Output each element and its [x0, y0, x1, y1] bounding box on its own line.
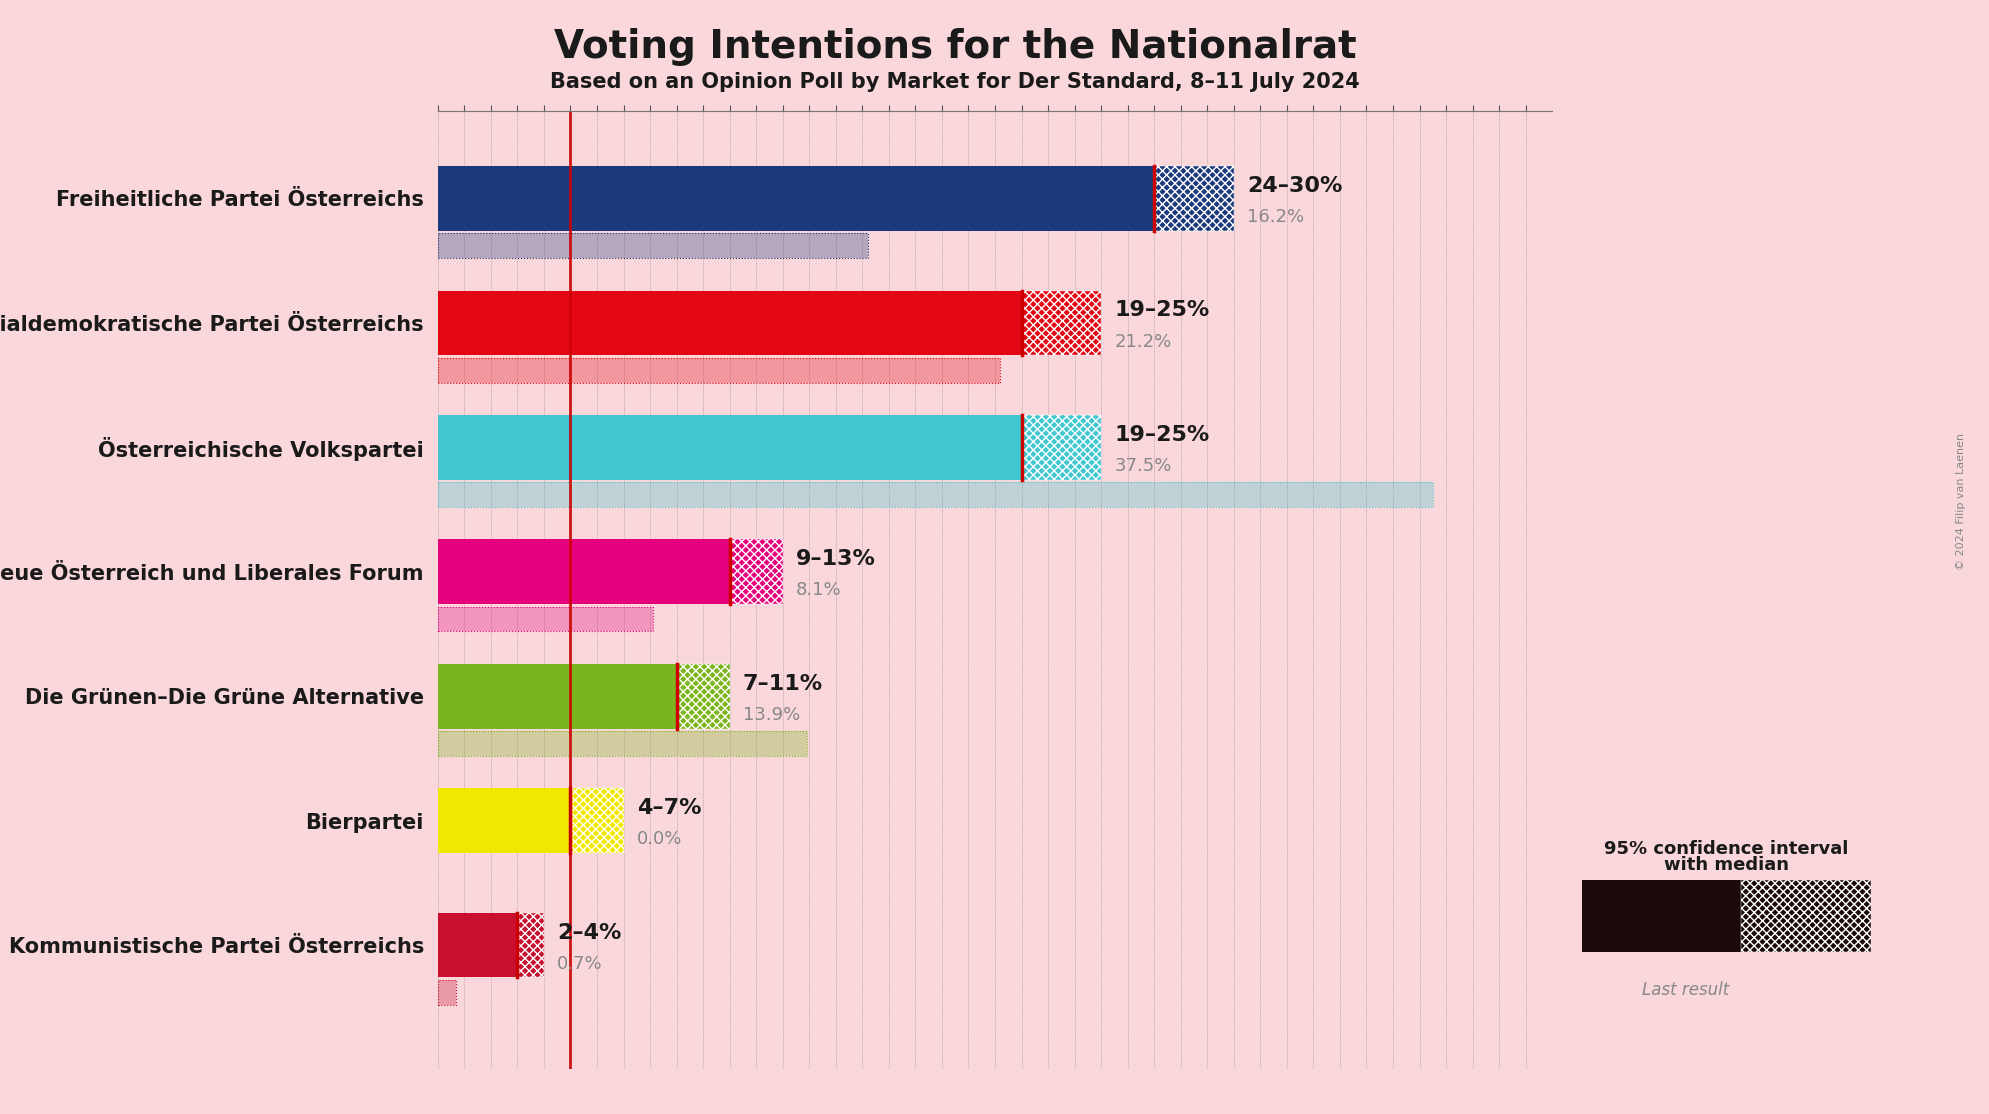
Bar [438, 482, 1432, 507]
Text: Voting Intentions for the Nationalrat: Voting Intentions for the Nationalrat [553, 28, 1356, 66]
Text: with median: with median [1663, 857, 1788, 874]
Bar [438, 482, 1432, 507]
Bar [438, 358, 1000, 382]
Bar [1020, 416, 1100, 480]
Bar [438, 416, 1100, 480]
Bar [438, 731, 806, 756]
Text: 37.5%: 37.5% [1114, 457, 1172, 475]
Text: 16.2%: 16.2% [1247, 208, 1303, 226]
Text: 19–25%: 19–25% [1114, 301, 1209, 321]
Text: 2–4%: 2–4% [557, 922, 621, 942]
Text: 95% confidence interval: 95% confidence interval [1603, 840, 1848, 858]
Bar [1581, 880, 1740, 952]
Text: 4–7%: 4–7% [636, 798, 700, 818]
Bar [438, 358, 1000, 382]
Bar [730, 539, 782, 604]
Bar [438, 789, 623, 853]
Text: 0.0%: 0.0% [636, 830, 682, 848]
Text: 21.2%: 21.2% [1114, 333, 1172, 351]
Text: 9–13%: 9–13% [796, 549, 875, 569]
Bar [438, 233, 867, 258]
Bar [438, 912, 543, 977]
Bar [438, 166, 1233, 231]
Bar [571, 789, 623, 853]
Bar [438, 731, 806, 756]
Text: 19–25%: 19–25% [1114, 424, 1209, 444]
Bar [517, 912, 543, 977]
Text: 13.9%: 13.9% [742, 706, 800, 724]
Bar [438, 539, 782, 604]
Bar [1740, 880, 1870, 952]
Bar [438, 291, 1100, 355]
Text: Last result: Last result [1641, 981, 1728, 999]
Text: 24–30%: 24–30% [1247, 176, 1343, 196]
Bar [438, 980, 455, 1005]
Bar [1154, 166, 1233, 231]
Text: 0.7%: 0.7% [557, 955, 603, 973]
Bar [438, 607, 652, 632]
Bar [438, 607, 652, 632]
Bar [1020, 291, 1100, 355]
Text: Based on an Opinion Poll by Market for Der Standard, 8–11 July 2024: Based on an Opinion Poll by Market for D… [551, 72, 1358, 92]
Bar [438, 664, 730, 729]
Text: 8.1%: 8.1% [796, 582, 841, 599]
Bar [438, 980, 455, 1005]
Text: © 2024 Filip van Laenen: © 2024 Filip van Laenen [1955, 432, 1965, 570]
Text: 7–11%: 7–11% [742, 674, 823, 694]
Bar [438, 233, 867, 258]
Bar [676, 664, 730, 729]
